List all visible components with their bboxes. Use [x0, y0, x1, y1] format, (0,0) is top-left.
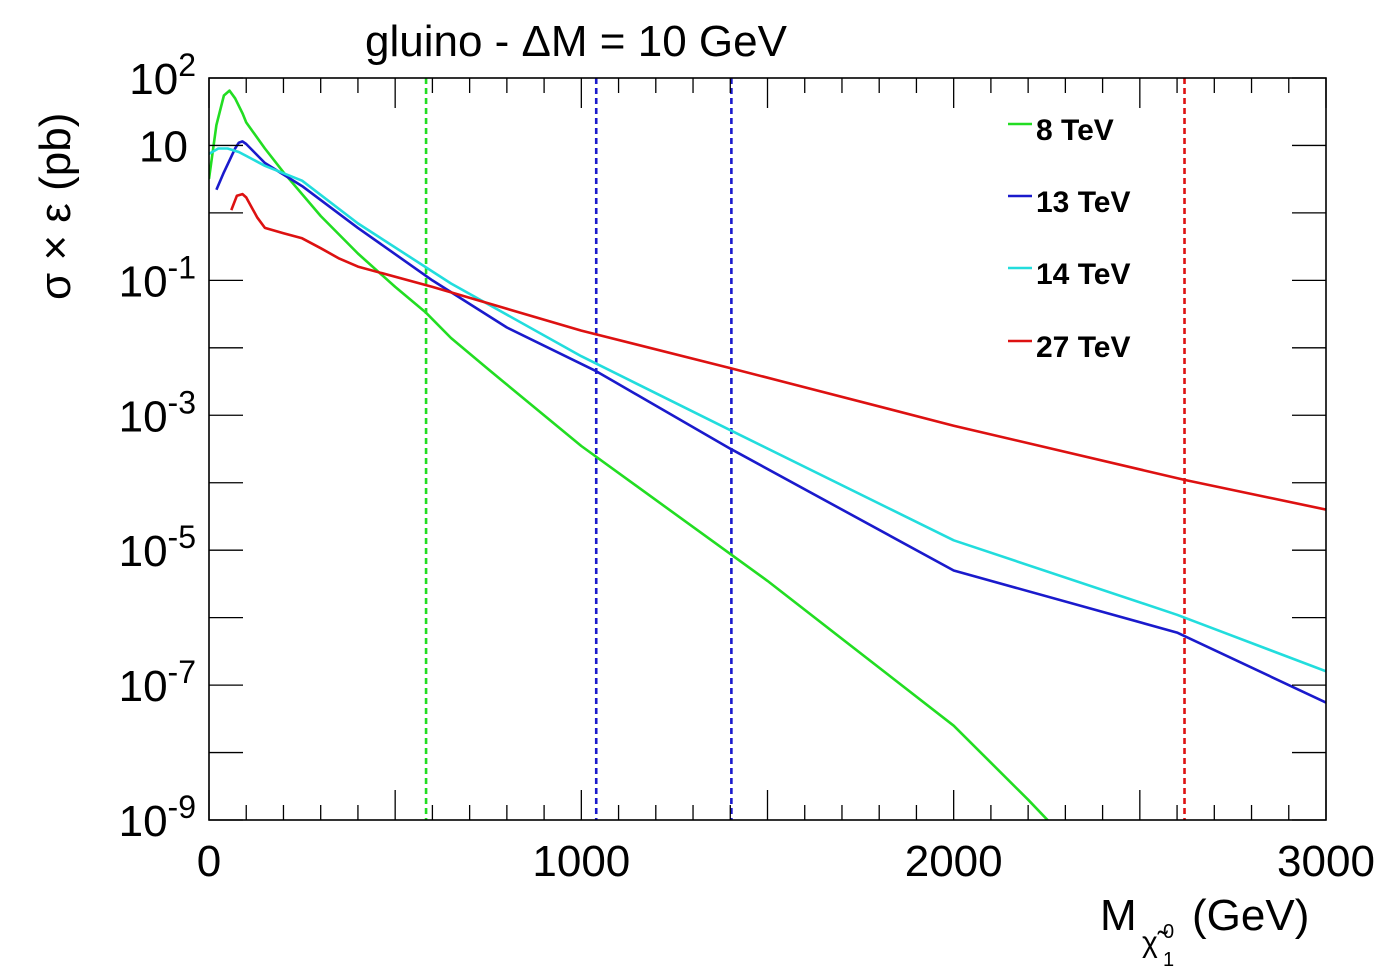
svg-text:10-5: 10-5 [119, 519, 196, 576]
legend-entry-13-tev: 13 TeV [1008, 186, 1131, 219]
y-tick-label: 10-5 [119, 519, 196, 576]
y-tick-label: 10-1 [119, 249, 196, 306]
chart-title: gluino - ΔM = 10 GeV [365, 17, 788, 66]
y-tick-label: 10-7 [119, 654, 196, 711]
legend-entry-14-tev: 14 TeV [1008, 258, 1131, 291]
svg-text:(GeV): (GeV) [1192, 891, 1309, 940]
svg-text:10-1: 10-1 [119, 249, 196, 306]
svg-text:1: 1 [1163, 949, 1174, 971]
svg-text:10-7: 10-7 [119, 654, 196, 711]
x-tick-label: 0 [197, 837, 221, 886]
svg-text:27 TeV: 27 TeV [1036, 331, 1131, 364]
x-axis-label: M χ̃ 0 1 (GeV) [1100, 891, 1309, 971]
svg-text:8 TeV: 8 TeV [1036, 114, 1114, 147]
legend: 8 TeV 13 TeV 14 TeV 27 TeV [1008, 114, 1131, 364]
y-tick-label: 10-3 [119, 384, 196, 441]
series-line-8-tev [209, 89, 1050, 820]
y-tick-labels: 102 10 10-1 10-3 10-5 10-7 10-9 [119, 47, 196, 846]
x-tick-labels: 0 1000 2000 3000 [197, 837, 1375, 886]
y-axis-label: σ × ε (pb) [31, 113, 80, 300]
legend-entry-8-tev: 8 TeV [1008, 114, 1114, 147]
svg-text:13 TeV: 13 TeV [1036, 186, 1131, 219]
svg-text:10: 10 [139, 122, 188, 171]
axis-ticks [208, 77, 1327, 821]
x-tick-label: 1000 [532, 837, 630, 886]
series-line-27-tev [230, 192, 1326, 511]
series-group [209, 89, 1326, 820]
series-line-13-tev [215, 140, 1326, 704]
svg-text:102: 102 [129, 47, 196, 104]
svg-text:M: M [1100, 891, 1137, 940]
legend-entry-27-tev: 27 TeV [1008, 331, 1131, 364]
svg-text:14 TeV: 14 TeV [1036, 258, 1131, 291]
y-tick-label: 102 [129, 47, 196, 104]
svg-text:10-9: 10-9 [119, 789, 196, 846]
svg-text:10-3: 10-3 [119, 384, 196, 441]
svg-text:0: 0 [1163, 921, 1174, 943]
y-tick-label: 10 [139, 122, 188, 171]
x-tick-label: 3000 [1277, 837, 1375, 886]
series-line-14-tev [209, 147, 1326, 673]
y-tick-label: 10-9 [119, 789, 196, 846]
x-tick-label: 2000 [905, 837, 1003, 886]
